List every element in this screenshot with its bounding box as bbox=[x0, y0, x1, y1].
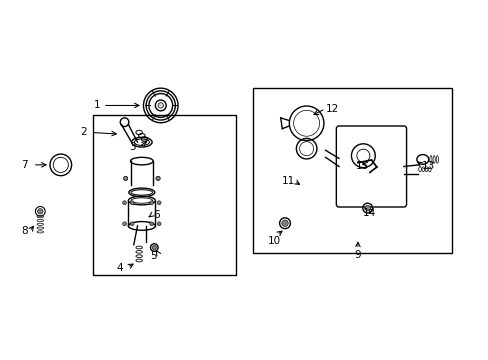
Text: 6: 6 bbox=[153, 210, 160, 220]
Circle shape bbox=[130, 201, 134, 204]
Circle shape bbox=[149, 201, 153, 204]
Circle shape bbox=[130, 222, 134, 226]
Circle shape bbox=[281, 220, 287, 226]
Bar bbox=[252, 88, 451, 253]
Circle shape bbox=[149, 222, 153, 226]
Text: 4: 4 bbox=[117, 262, 123, 273]
Circle shape bbox=[122, 201, 126, 204]
Text: 15: 15 bbox=[355, 162, 368, 171]
Text: 13: 13 bbox=[421, 162, 434, 171]
Text: 11: 11 bbox=[282, 176, 295, 186]
Circle shape bbox=[158, 103, 163, 108]
Circle shape bbox=[123, 176, 127, 181]
Text: 8: 8 bbox=[20, 226, 27, 236]
Text: 7: 7 bbox=[20, 160, 27, 170]
Bar bbox=[93, 115, 236, 275]
Circle shape bbox=[156, 176, 160, 181]
Circle shape bbox=[152, 246, 156, 250]
Circle shape bbox=[38, 209, 43, 214]
Text: 12: 12 bbox=[325, 104, 338, 114]
Text: 3: 3 bbox=[128, 141, 135, 152]
Circle shape bbox=[364, 206, 369, 211]
Text: 14: 14 bbox=[363, 208, 376, 219]
Text: 1: 1 bbox=[94, 100, 101, 111]
Text: 10: 10 bbox=[267, 235, 280, 246]
Text: 5: 5 bbox=[150, 251, 157, 261]
Circle shape bbox=[157, 201, 161, 204]
Circle shape bbox=[122, 222, 126, 226]
Text: 2: 2 bbox=[80, 127, 87, 138]
Text: 9: 9 bbox=[354, 249, 361, 260]
Circle shape bbox=[157, 222, 161, 226]
